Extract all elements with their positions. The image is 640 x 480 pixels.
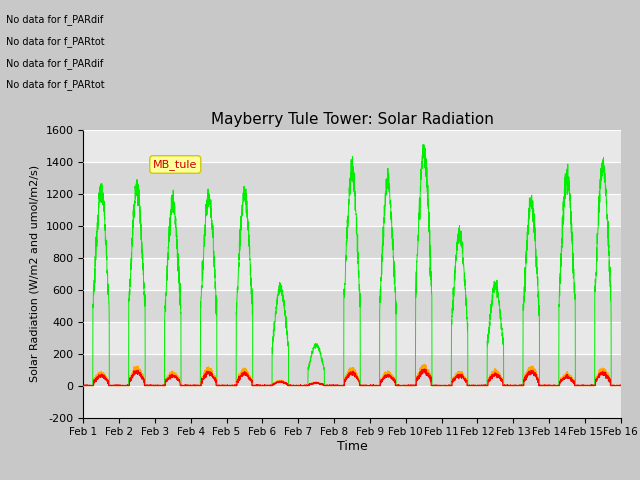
Bar [83,289,621,322]
X-axis label: Time: Time [337,440,367,453]
Bar [83,258,621,289]
Bar [83,385,621,418]
Text: No data for f_PARtot: No data for f_PARtot [6,36,105,47]
Bar [83,193,621,226]
Text: MB_tule: MB_tule [153,159,198,170]
Bar [83,354,621,385]
Bar [83,130,621,162]
Text: No data for f_PARdif: No data for f_PARdif [6,58,104,69]
Bar [83,322,621,354]
Text: No data for f_PARtot: No data for f_PARtot [6,79,105,90]
Title: Mayberry Tule Tower: Solar Radiation: Mayberry Tule Tower: Solar Radiation [211,112,493,127]
Text: No data for f_PARdif: No data for f_PARdif [6,14,104,25]
Y-axis label: Solar Radiation (W/m2 and umol/m2/s): Solar Radiation (W/m2 and umol/m2/s) [30,165,40,382]
Bar [83,226,621,258]
Bar [83,162,621,193]
